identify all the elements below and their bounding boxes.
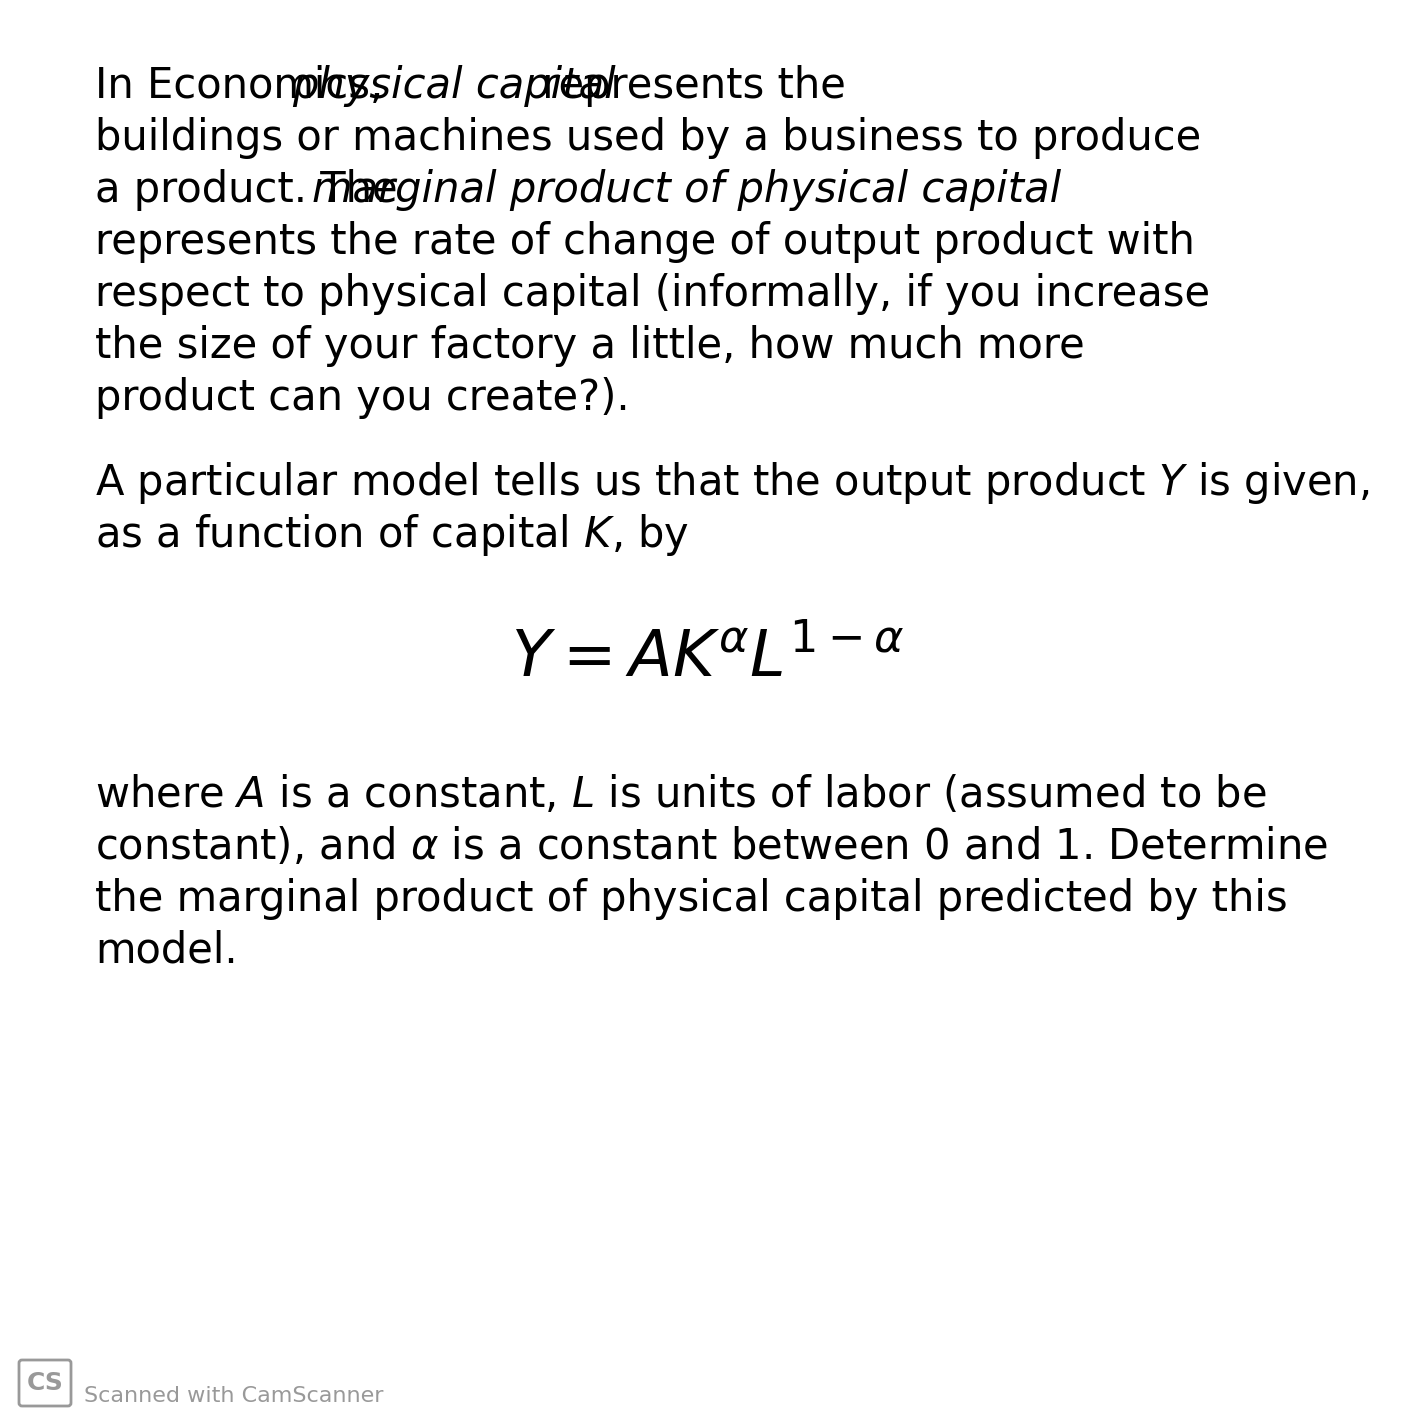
FancyBboxPatch shape (18, 1359, 71, 1407)
Text: respect to physical capital (informally, if you increase: respect to physical capital (informally,… (95, 273, 1211, 316)
Text: the size of your factory a little, how much more: the size of your factory a little, how m… (95, 326, 1085, 367)
Text: Scanned with CamScanner: Scanned with CamScanner (84, 1387, 384, 1407)
Text: where $A$ is a constant, $L$ is units of labor (assumed to be: where $A$ is a constant, $L$ is units of… (95, 774, 1266, 815)
Text: represents the rate of change of output product with: represents the rate of change of output … (95, 221, 1195, 263)
Text: $Y = AK^{\alpha} L^{1-\alpha}$: $Y = AK^{\alpha} L^{1-\alpha}$ (511, 628, 905, 690)
Text: a product. The: a product. The (95, 169, 411, 211)
Text: physical capital: physical capital (292, 66, 616, 107)
Text: marginal product of physical capital: marginal product of physical capital (313, 169, 1062, 211)
Text: constant), and $\alpha$ is a constant between 0 and 1. Determine: constant), and $\alpha$ is a constant be… (95, 825, 1328, 868)
Text: In Economics,: In Economics, (95, 66, 396, 107)
Text: represents the: represents the (530, 66, 845, 107)
Text: product can you create?).: product can you create?). (95, 377, 630, 418)
Text: model.: model. (95, 930, 238, 972)
Text: as a function of capital $K$, by: as a function of capital $K$, by (95, 513, 690, 558)
Text: CS: CS (27, 1371, 64, 1395)
Text: the marginal product of physical capital predicted by this: the marginal product of physical capital… (95, 878, 1287, 920)
Text: A particular model tells us that the output product $Y$ is given,: A particular model tells us that the out… (95, 460, 1369, 506)
Text: buildings or machines used by a business to produce: buildings or machines used by a business… (95, 117, 1201, 159)
